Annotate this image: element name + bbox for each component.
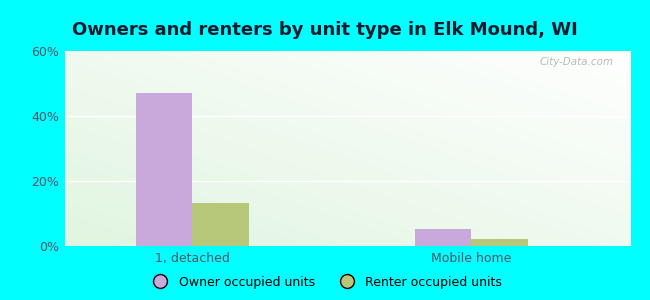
Bar	[192, 203, 249, 246]
Bar	[415, 229, 471, 246]
Bar	[471, 239, 528, 246]
Text: City-Data.com: City-Data.com	[540, 57, 614, 67]
Text: Owners and renters by unit type in Elk Mound, WI: Owners and renters by unit type in Elk M…	[72, 21, 578, 39]
Legend: Owner occupied units, Renter occupied units: Owner occupied units, Renter occupied un…	[143, 271, 507, 294]
Bar	[136, 93, 192, 246]
